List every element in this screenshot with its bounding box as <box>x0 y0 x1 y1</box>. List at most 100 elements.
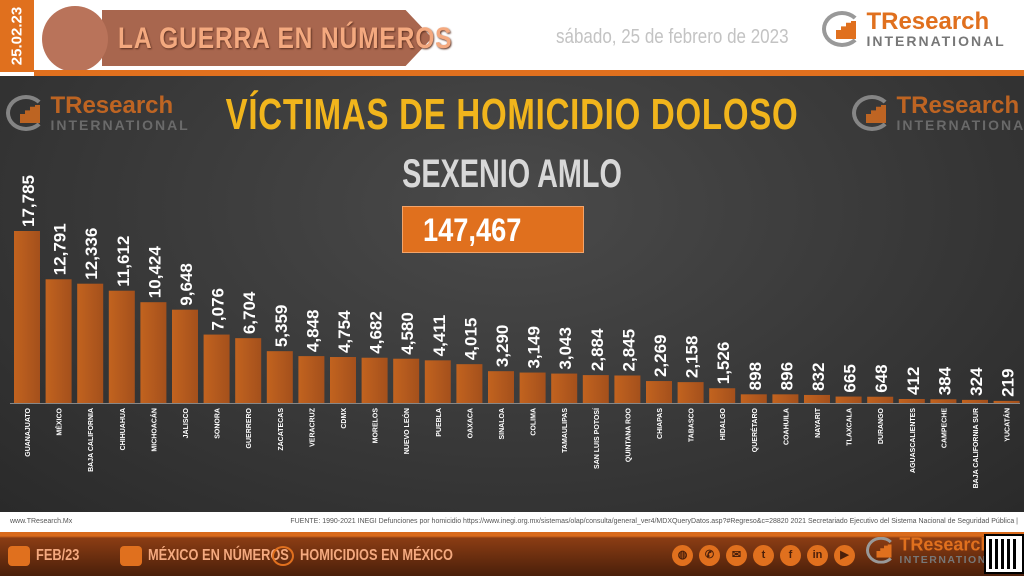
bar <box>582 375 609 403</box>
bar <box>456 364 483 403</box>
bar <box>266 351 293 403</box>
qr-code[interactable] <box>984 534 1024 574</box>
category-label: ZACATECAS <box>278 408 285 451</box>
data-label: 324 <box>967 367 986 396</box>
bar <box>108 290 135 403</box>
website-link[interactable]: www.TResearch.Mx <box>10 518 73 525</box>
logo-name: TResearch <box>896 92 1020 119</box>
data-label: 4,754 <box>335 310 354 353</box>
category-label: CHIAPAS <box>657 408 664 439</box>
category-label: AGUASCALIENTES <box>910 408 917 473</box>
chart-subtitle: SEXENIO AMLO <box>402 152 622 196</box>
category-label: SAN LUIS POTOSÍ <box>592 407 601 469</box>
data-label: 832 <box>809 363 828 391</box>
bar <box>740 394 767 403</box>
category-label: JALISCO <box>183 407 190 438</box>
data-label: 4,411 <box>430 315 449 357</box>
logo-sub: INTERNATIONAL <box>896 117 1024 133</box>
bar <box>424 360 451 403</box>
data-label: 3,043 <box>556 327 575 370</box>
globe-icon[interactable]: ◍ <box>672 545 693 566</box>
data-label: 17,785 <box>19 175 38 227</box>
chart-title: VÍCTIMAS DE HOMICIDIO DOLOSO <box>225 90 799 139</box>
category-label: CDMX <box>341 408 348 429</box>
data-label: 9,648 <box>177 263 196 306</box>
chart-panel: TResearch INTERNATIONAL TResearch INTERNAT… <box>0 76 1024 512</box>
footer-date: FEB/23 <box>8 546 90 566</box>
footer-link-homicidios[interactable]: HOMICIDIOS EN MÉXICO <box>272 546 491 566</box>
category-label: QUERÉTARO <box>750 407 759 452</box>
footer-link-mexico[interactable]: MÉXICO EN NÚMEROS <box>120 546 324 566</box>
bar <box>172 309 198 403</box>
category-label: TAMAULIPAS <box>562 408 569 453</box>
total-badge: 147,467 <box>402 206 584 253</box>
bar <box>551 373 578 403</box>
bar <box>519 372 546 403</box>
banner-ribbon <box>102 10 432 66</box>
bar <box>140 302 167 403</box>
bar <box>930 399 957 403</box>
bar <box>993 400 1020 403</box>
footer-date-label: FEB/23 <box>36 547 80 564</box>
bar <box>835 396 862 403</box>
bar <box>14 231 40 403</box>
category-label: BAJA CALIFORNIA SUR <box>973 408 980 488</box>
logo-name: TResearch <box>899 534 992 555</box>
data-label: 412 <box>904 367 923 395</box>
logo-sub: INTERNATIONAL <box>50 117 190 133</box>
bar <box>614 375 641 403</box>
logo-sub: INTERNATIONAL <box>899 553 1004 566</box>
whatsapp-icon[interactable]: ✆ <box>699 545 720 566</box>
category-label: YUCATÁN <box>1003 408 1012 442</box>
date-tab: 25.02.23 <box>0 0 34 72</box>
category-label: PUEBLA <box>436 408 443 437</box>
mexico-map-icon <box>42 6 108 72</box>
category-label: CHIHUAHUA <box>120 408 127 450</box>
email-icon[interactable]: ✉ <box>726 545 747 566</box>
bar <box>772 394 799 403</box>
data-label: 896 <box>777 362 796 390</box>
date-tab-text: 25.02.23 <box>8 6 26 66</box>
bar <box>709 388 736 403</box>
data-label: 5,359 <box>272 305 291 348</box>
banner: LA GUERRA EN NÚMEROS <box>42 4 452 72</box>
data-label: 6,704 <box>240 291 259 334</box>
bar <box>898 399 925 403</box>
facebook-icon[interactable]: f <box>780 545 801 566</box>
data-label: 7,076 <box>209 288 228 331</box>
header-logo: TResearch INTERNATIONAL <box>822 10 1006 48</box>
bar <box>677 382 704 403</box>
bar <box>298 356 325 403</box>
data-label: 4,682 <box>367 311 386 354</box>
data-label: 219 <box>999 369 1018 397</box>
linkedin-icon[interactable]: in <box>807 545 828 566</box>
footer-link-label: MÉXICO EN NÚMEROS <box>148 547 289 564</box>
divider <box>34 70 1024 76</box>
bar <box>962 399 988 403</box>
category-label: TABASCO <box>689 407 696 442</box>
data-label: 3,290 <box>493 325 512 368</box>
data-label: 2,845 <box>619 329 638 372</box>
category-label: VERACRUZ <box>309 407 316 447</box>
total-value: 147,467 <box>423 212 522 248</box>
category-label: NUEVO LEÓN <box>402 408 411 454</box>
category-label: COLIMA <box>531 408 538 436</box>
calendar-icon <box>8 546 30 566</box>
category-label: MORELOS <box>373 408 380 444</box>
category-label: GUANAJUATO <box>25 407 32 456</box>
footer-link-label: HOMICIDIOS EN MÉXICO <box>300 547 453 564</box>
bar <box>77 283 104 403</box>
bar <box>330 357 356 403</box>
data-label: 648 <box>872 364 891 392</box>
bar <box>393 358 420 403</box>
data-label: 3,149 <box>525 326 544 369</box>
bar <box>804 394 830 403</box>
data-label: 2,158 <box>683 336 702 379</box>
category-label: SONORA <box>215 408 222 439</box>
map-pin-icon <box>120 546 142 566</box>
category-label: CAMPECHE <box>941 408 948 448</box>
youtube-icon[interactable]: ▶ <box>834 545 855 566</box>
data-label: 384 <box>935 366 954 395</box>
category-label: HIDALGO <box>720 407 727 440</box>
twitter-icon[interactable]: t <box>753 545 774 566</box>
